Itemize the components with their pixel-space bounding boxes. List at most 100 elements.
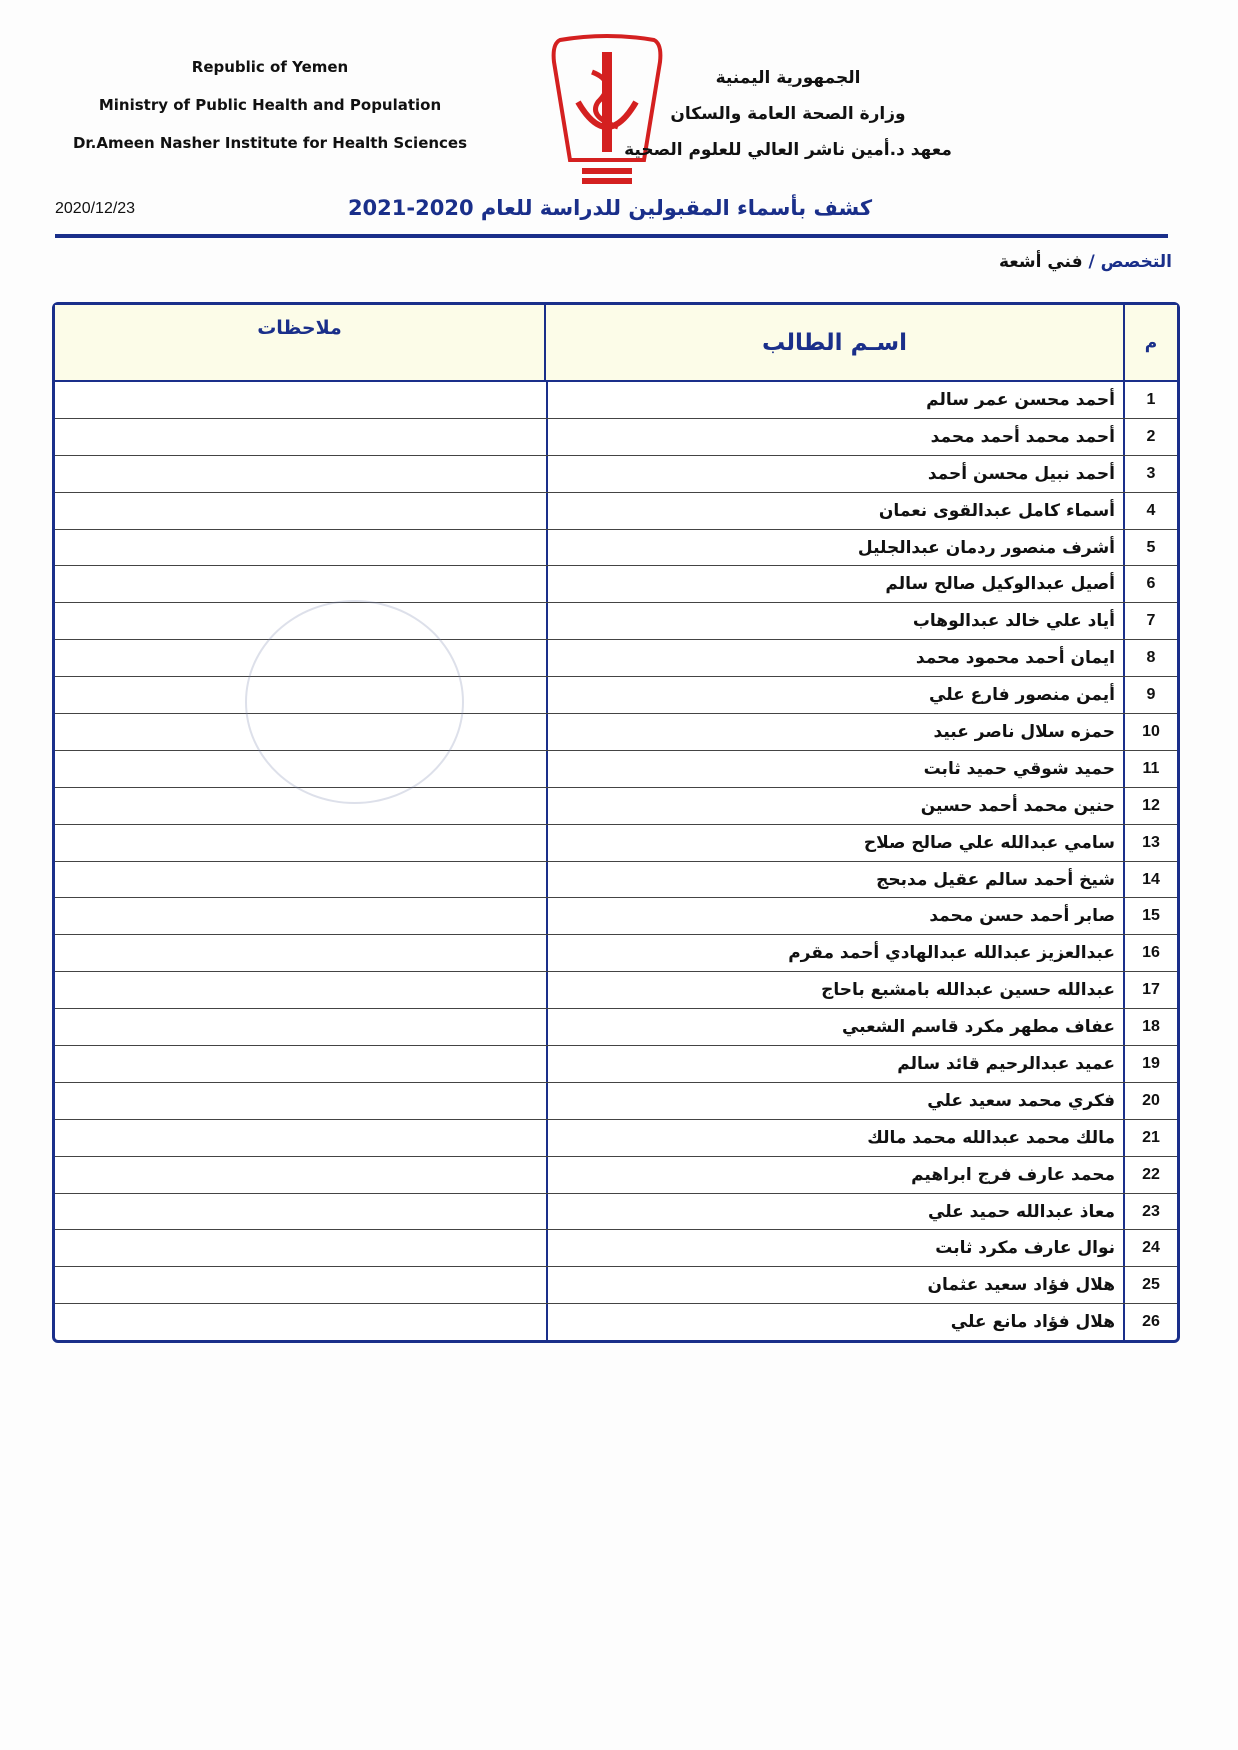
table-header: م اسـم الطالب ملاحظات	[55, 305, 1177, 382]
row-notes	[55, 493, 546, 529]
document-date: 2020/12/23	[55, 200, 136, 217]
student-name: حمزه سلال ناصر عبيد	[546, 714, 1123, 750]
header-institute-en: Dr.Ameen Nasher Institute for Health Sci…	[72, 134, 468, 152]
column-name: اسـم الطالب	[544, 305, 1123, 380]
row-notes	[55, 1009, 546, 1045]
row-number: 23	[1123, 1193, 1177, 1230]
table-row: 7 أياد علي خالد عبدالوهاب	[55, 603, 1177, 641]
row-number: 18	[1123, 1009, 1177, 1046]
row-notes	[55, 1157, 546, 1193]
row-number: 4	[1123, 492, 1177, 529]
row-notes	[55, 1304, 546, 1340]
table-row: 25 هلال فؤاد سعيد عثمان	[55, 1267, 1177, 1305]
student-name: أحمد محمد أحمد محمد	[546, 418, 1123, 455]
table-row: 4 أسماء كامل عبدالقوى نعمان	[55, 492, 1177, 530]
row-number: 22	[1123, 1156, 1177, 1193]
row-notes	[55, 566, 546, 602]
row-number: 11	[1123, 750, 1177, 787]
table-row: 17 عبدالله حسين عبدالله بامشبع باحاج	[55, 972, 1177, 1010]
table-row: 5 أشرف منصور ردمان عبدالجليل	[55, 529, 1177, 567]
header-institute-ar: معهد د.أمين ناشر العالي للعلوم الصحية	[624, 140, 952, 160]
column-number: م	[1123, 305, 1177, 380]
table-row: 1 أحمد محسن عمر سالم	[55, 382, 1177, 419]
row-notes	[55, 1083, 546, 1119]
table-row: 10 حمزه سلال ناصر عبيد	[55, 714, 1177, 751]
title-divider	[55, 234, 1168, 238]
header-country-ar: الجمهورية اليمنية	[715, 68, 861, 88]
table-row: 20 فكري محمد سعيد علي	[55, 1082, 1177, 1120]
table-row: 15 صابر أحمد حسن محمد	[55, 898, 1177, 936]
row-notes	[55, 1120, 546, 1156]
row-number: 17	[1123, 972, 1177, 1009]
row-number: 21	[1123, 1119, 1177, 1156]
student-name: مالك محمد عبدالله محمد مالك	[546, 1119, 1123, 1156]
student-name: أيمن منصور فارع علي	[546, 677, 1123, 714]
table-row: 18 عفاف مطهر مكرد قاسم الشعبي	[55, 1009, 1177, 1047]
row-notes	[55, 1194, 546, 1230]
student-name: نوال عارف مكرد ثابت	[546, 1230, 1123, 1267]
student-name: حميد شوقي حميد ثابت	[546, 750, 1123, 787]
row-notes	[55, 456, 546, 492]
row-notes	[55, 898, 546, 934]
table-row: 9 أيمن منصور فارع علي	[55, 677, 1177, 715]
row-notes	[55, 1046, 546, 1082]
row-number: 13	[1123, 824, 1177, 861]
row-notes	[55, 1267, 546, 1303]
table-row: 2 أحمد محمد أحمد محمد	[55, 418, 1177, 456]
student-name: أحمد نبيل محسن أحمد	[546, 455, 1123, 492]
row-number: 24	[1123, 1230, 1177, 1267]
row-number: 1	[1123, 382, 1177, 418]
student-name: أياد علي خالد عبدالوهاب	[546, 603, 1123, 640]
student-name: هلال فؤاد سعيد عثمان	[546, 1267, 1123, 1304]
row-number: 26	[1123, 1304, 1177, 1341]
header-country-en: Republic of Yemen	[191, 58, 349, 76]
student-name: معاذ عبدالله حميد علي	[546, 1193, 1123, 1230]
student-name: حنين محمد أحمد حسين	[546, 787, 1123, 824]
row-number: 7	[1123, 603, 1177, 640]
row-number: 9	[1123, 677, 1177, 714]
student-name: ايمان أحمد محمود محمد	[546, 640, 1123, 677]
row-notes	[55, 935, 546, 971]
table-row: 6 أصيل عبدالوكيل صالح سالم	[55, 566, 1177, 604]
row-number: 16	[1123, 935, 1177, 972]
row-number: 6	[1123, 566, 1177, 603]
row-notes	[55, 862, 546, 898]
specialty: التخصص / فني أشعة	[999, 252, 1172, 272]
header-ministry-ar: وزارة الصحة العامة والسكان	[670, 104, 906, 124]
student-name: صابر أحمد حسن محمد	[546, 898, 1123, 935]
table-body: 1 أحمد محسن عمر سالم 2 أحمد محمد أحمد محمد 3…	[55, 382, 1177, 1341]
column-notes: ملاحظات	[257, 316, 342, 339]
row-number: 19	[1123, 1046, 1177, 1082]
student-name: عبدالعزيز عبدالله عبدالهادي أحمد مقرم	[546, 935, 1123, 972]
table-row: 22 محمد عارف فرج ابراهيم	[55, 1156, 1177, 1194]
table-row: 13 سامي عبدالله علي صالح صلاح	[55, 824, 1177, 862]
student-name: محمد عارف فرج ابراهيم	[546, 1156, 1123, 1193]
row-notes	[55, 530, 546, 566]
table-row: 26 هلال فؤاد مانع علي	[55, 1304, 1177, 1341]
table-row: 24 نوال عارف مكرد ثابت	[55, 1230, 1177, 1268]
row-number: 3	[1123, 455, 1177, 492]
specialty-label: التخصص /	[1088, 252, 1172, 272]
row-notes	[55, 825, 546, 861]
table-row: 21 مالك محمد عبدالله محمد مالك	[55, 1119, 1177, 1157]
row-number: 25	[1123, 1267, 1177, 1304]
student-name: عميد عبدالرحيم قائد سالم	[546, 1046, 1123, 1082]
faded-stamp-icon	[245, 600, 464, 804]
row-number: 20	[1123, 1082, 1177, 1119]
table-row: 14 شيخ أحمد سالم عقيل مدبحج	[55, 861, 1177, 899]
student-name: أسماء كامل عبدالقوى نعمان	[546, 492, 1123, 529]
table-row: 12 حنين محمد أحمد حسين	[55, 787, 1177, 825]
row-number: 8	[1123, 640, 1177, 677]
student-name: فكري محمد سعيد علي	[546, 1082, 1123, 1119]
institute-logo-icon	[551, 34, 663, 184]
table-row: 19 عميد عبدالرحيم قائد سالم	[55, 1046, 1177, 1083]
header-ministry-en: Ministry of Public Health and Population	[98, 96, 442, 114]
row-number: 14	[1123, 861, 1177, 898]
student-name: أشرف منصور ردمان عبدالجليل	[546, 529, 1123, 566]
table-row: 3 أحمد نبيل محسن أحمد	[55, 455, 1177, 493]
student-name: أحمد محسن عمر سالم	[546, 382, 1123, 418]
row-number: 10	[1123, 714, 1177, 750]
row-number: 2	[1123, 418, 1177, 455]
row-number: 5	[1123, 529, 1177, 566]
student-name: هلال فؤاد مانع علي	[546, 1304, 1123, 1341]
